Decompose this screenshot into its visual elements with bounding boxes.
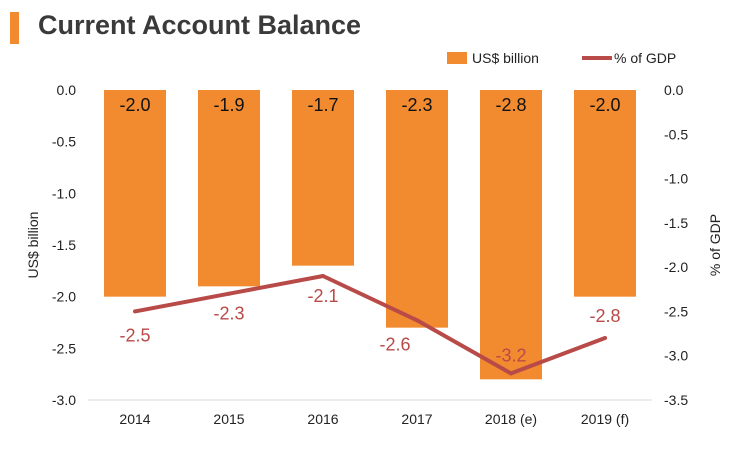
x-tick-label: 2019 (f) (581, 411, 629, 427)
bar (198, 90, 260, 287)
bar-value-label: -2.0 (589, 95, 620, 115)
y2-tick-label: -1.5 (664, 215, 688, 231)
y-tick-label: -0.5 (52, 134, 76, 150)
title-accent-bar (10, 12, 19, 44)
bar (104, 90, 166, 297)
bar (574, 90, 636, 297)
line-point (227, 291, 231, 296)
y2-tick-label: -1.0 (664, 171, 688, 187)
line-point (415, 318, 419, 323)
x-tick-label: 2018 (e) (485, 411, 537, 427)
x-tick-label: 2015 (213, 411, 244, 427)
line-point (321, 274, 325, 278)
y-tick-label: -2.0 (52, 289, 76, 305)
y2-tick-label: -3.5 (664, 392, 688, 408)
x-tick-label: 2014 (119, 411, 150, 427)
line-value-label: -3.2 (495, 345, 526, 365)
x-tick-label: 2017 (401, 411, 432, 427)
line-value-label: -2.1 (307, 286, 338, 306)
bar-value-label: -2.0 (119, 95, 150, 115)
line-point (133, 309, 137, 314)
legend-bar-swatch (447, 52, 467, 64)
y2-tick-label: 0.0 (664, 82, 684, 98)
bar-value-label: -1.9 (213, 95, 244, 115)
line-point (509, 371, 513, 376)
line-point (603, 336, 607, 340)
y-tick-label: -3.0 (52, 392, 76, 408)
bar (480, 90, 542, 380)
y-axis-title: US$ billion (25, 212, 41, 279)
bar (292, 90, 354, 266)
x-tick-label: 2016 (307, 411, 338, 427)
bar-value-label: -2.3 (401, 95, 432, 115)
bar-value-label: -2.8 (495, 95, 526, 115)
legend: US$ billion % of GDP (447, 50, 676, 66)
y2-tick-label: -2.5 (664, 303, 688, 319)
chart-title: Current Account Balance (38, 10, 362, 40)
gdp-line (134, 274, 606, 376)
legend-bar-label: US$ billion (472, 50, 539, 66)
y2-tick-label: -2.0 (664, 259, 688, 275)
line-value-label: -2.6 (379, 334, 410, 354)
y2-axis-title: % of GDP (707, 214, 723, 276)
line-value-label: -2.8 (589, 306, 620, 326)
bar (386, 90, 448, 328)
line-value-label: -2.3 (213, 304, 244, 324)
y-tick-label: -2.5 (52, 340, 76, 356)
line-value-label: -2.5 (119, 325, 150, 345)
y2-tick-label: -3.0 (664, 348, 688, 364)
y-tick-label: 0.0 (57, 82, 77, 98)
y-tick-label: -1.0 (52, 185, 76, 201)
y2-tick-label: -0.5 (664, 126, 688, 142)
legend-line-label: % of GDP (614, 50, 676, 66)
y-tick-label: -1.5 (52, 237, 76, 253)
bar-value-label: -1.7 (307, 95, 338, 115)
